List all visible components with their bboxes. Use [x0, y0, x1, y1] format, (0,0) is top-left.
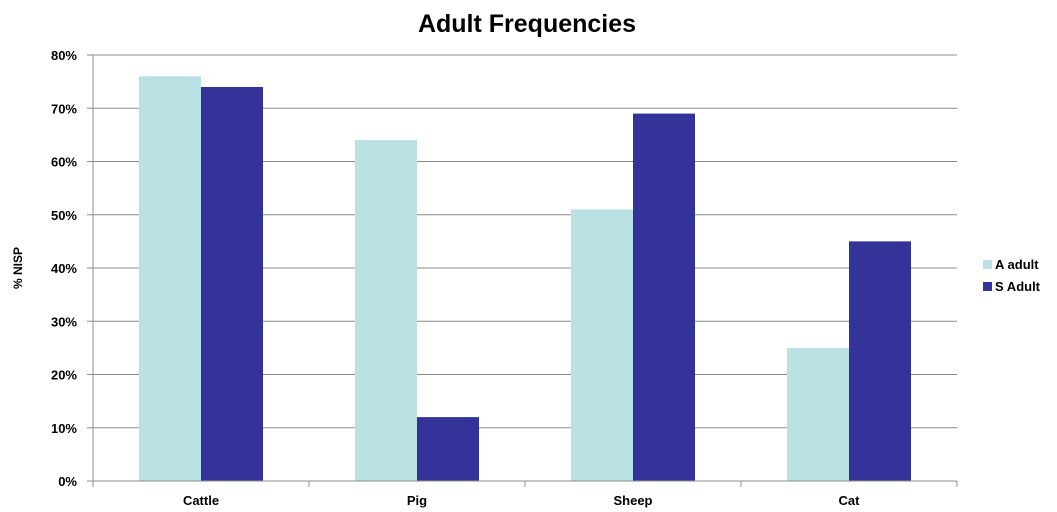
- y-tick-label: 20%: [51, 368, 77, 383]
- y-tick-label: 0%: [58, 474, 77, 489]
- bar: [417, 417, 479, 481]
- chart-title: Adult Frequencies: [418, 10, 636, 38]
- legend-swatch: [983, 260, 992, 269]
- y-tick-label: 50%: [51, 208, 77, 223]
- legend-swatch: [983, 282, 992, 291]
- x-tick-label: Pig: [407, 493, 427, 508]
- y-tick-label: 70%: [51, 101, 77, 116]
- x-tick-label: Cat: [839, 493, 861, 508]
- y-axis-label: % NISP: [11, 247, 25, 289]
- y-tick-label: 80%: [51, 48, 77, 63]
- axes: 0% 10% 20% 30% 40% 50% 60% 70% 80% Cattle Pig Sheep…: [51, 48, 958, 508]
- legend-label: S Adult: [995, 279, 1041, 294]
- bar: [139, 76, 201, 482]
- bar: [633, 113, 695, 481]
- x-tick-label: Cattle: [183, 493, 219, 508]
- bar: [201, 86, 263, 481]
- y-tick-label: 60%: [51, 155, 77, 170]
- bars: [139, 76, 911, 482]
- bar: [787, 347, 849, 481]
- x-tick-label: Sheep: [613, 493, 652, 508]
- bar: [355, 140, 417, 481]
- legend: A adult S Adult: [983, 257, 1041, 294]
- y-tick-label: 30%: [51, 314, 77, 329]
- bar: [571, 209, 633, 482]
- legend-label: A adult: [995, 257, 1039, 272]
- bar: [849, 241, 911, 481]
- y-tick-label: 40%: [51, 261, 77, 276]
- y-tick-label: 10%: [51, 421, 77, 436]
